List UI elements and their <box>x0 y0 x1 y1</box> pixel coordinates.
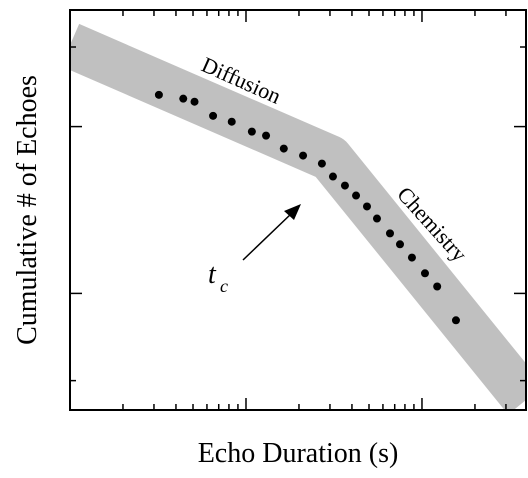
point <box>340 181 349 190</box>
point <box>209 111 218 120</box>
point <box>385 229 394 238</box>
point <box>262 131 271 140</box>
point <box>433 282 442 291</box>
points <box>154 90 460 325</box>
point <box>352 191 361 200</box>
mask <box>0 410 528 478</box>
point <box>317 159 326 168</box>
point <box>154 90 163 99</box>
point <box>328 172 337 181</box>
point <box>190 97 199 106</box>
y-axis-label: Cumulative # of Echoes <box>12 75 43 345</box>
point <box>395 240 404 249</box>
point <box>179 94 188 103</box>
point <box>407 253 416 262</box>
point <box>279 144 288 153</box>
mask <box>0 0 70 478</box>
annotation: t <box>208 259 217 290</box>
point <box>362 202 371 211</box>
annotation: c <box>220 276 228 296</box>
trend-band <box>60 23 528 415</box>
x-axis-label: Echo Duration (s) <box>198 438 399 469</box>
point <box>247 127 256 136</box>
point <box>227 117 236 126</box>
arrow-head <box>284 204 301 220</box>
mask <box>0 0 528 10</box>
point <box>420 269 429 278</box>
point <box>451 316 460 325</box>
point <box>372 214 381 223</box>
plot-frame <box>69 9 527 411</box>
arrow <box>242 212 293 261</box>
point <box>299 151 308 160</box>
